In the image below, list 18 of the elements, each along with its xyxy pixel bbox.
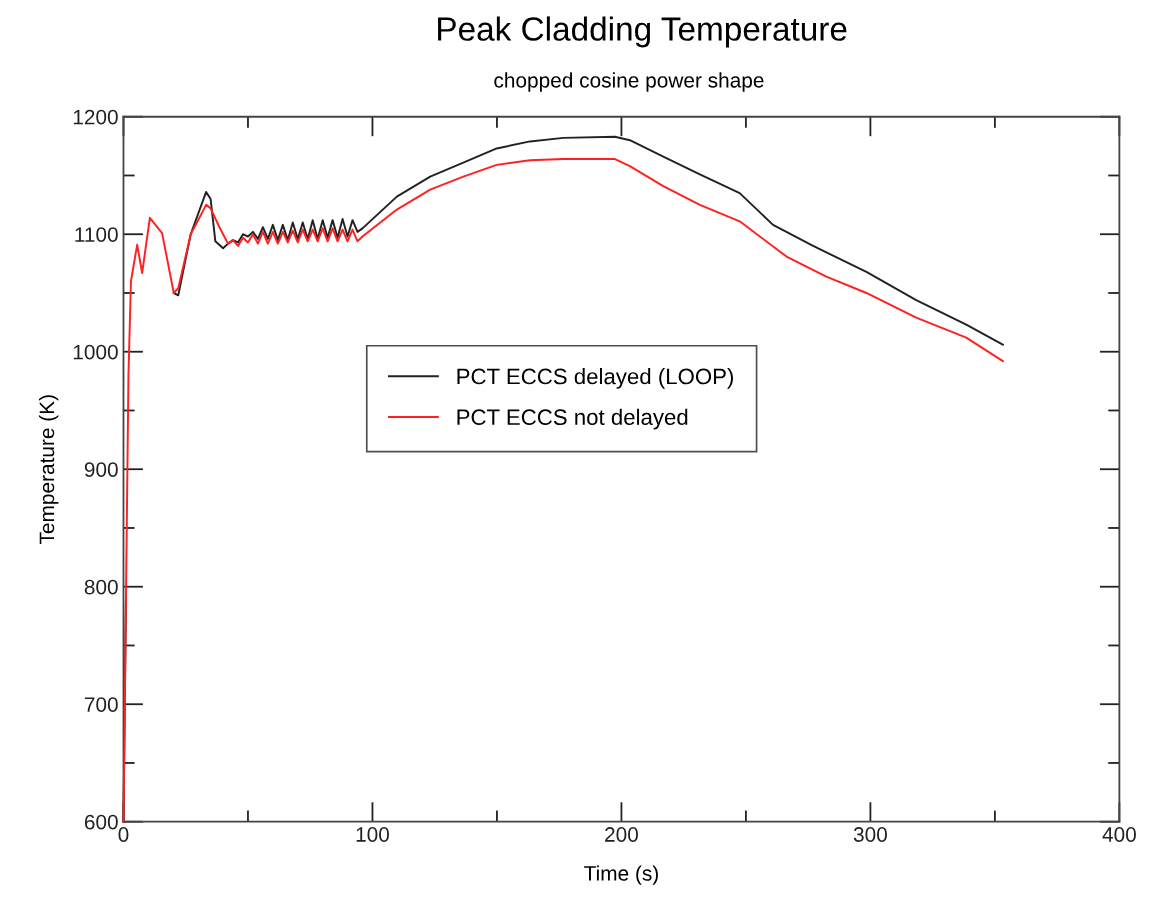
y-axis-title: Temperature (K) [38,395,59,544]
y-tick-label: 1000 [73,344,118,360]
legend-label: PCT ECCS delayed (LOOP) [457,368,733,389]
legend-label: PCT ECCS not delayed [457,408,688,430]
y-tick-label: 1200 [73,109,118,125]
y-tick-label: 1100 [75,227,118,242]
y-tick-label: 900 [84,462,118,477]
x-tick-label: 0 [118,827,129,842]
x-tick-label: 300 [853,827,887,842]
y-tick-label: 800 [84,579,118,595]
x-tick-label: 200 [605,827,638,842]
y-tick-label: 600 [84,814,118,830]
x-tick-label: 400 [1102,827,1136,842]
y-tick-label: 700 [84,697,118,712]
chart-subtitle: chopped cosine power shape [494,72,764,92]
x-axis-title: Time (s) [584,865,658,885]
chart-title: Peak Cladding Temperature [438,16,847,48]
x-tick-label: 100 [356,827,390,842]
